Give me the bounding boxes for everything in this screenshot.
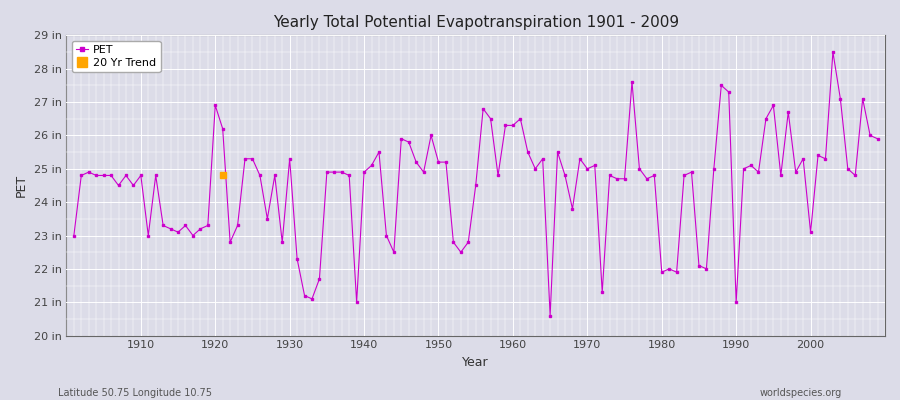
PET — [337, 170, 347, 174]
PET — [500, 123, 511, 128]
PET — [128, 183, 139, 188]
Legend: PET, 20 Yr Trend: PET, 20 Yr Trend — [72, 41, 161, 72]
PET — [604, 173, 615, 178]
X-axis label: Year: Year — [463, 356, 489, 369]
PET — [872, 136, 883, 141]
PET — [544, 313, 555, 318]
PET — [292, 256, 302, 261]
Y-axis label: PET: PET — [15, 174, 28, 197]
PET — [508, 123, 518, 128]
Text: worldspecies.org: worldspecies.org — [760, 388, 842, 398]
Line: PET: PET — [73, 51, 879, 317]
PET — [827, 50, 838, 54]
Title: Yearly Total Potential Evapotranspiration 1901 - 2009: Yearly Total Potential Evapotranspiratio… — [273, 15, 679, 30]
Text: Latitude 50.75 Longitude 10.75: Latitude 50.75 Longitude 10.75 — [58, 388, 212, 398]
PET — [68, 233, 79, 238]
